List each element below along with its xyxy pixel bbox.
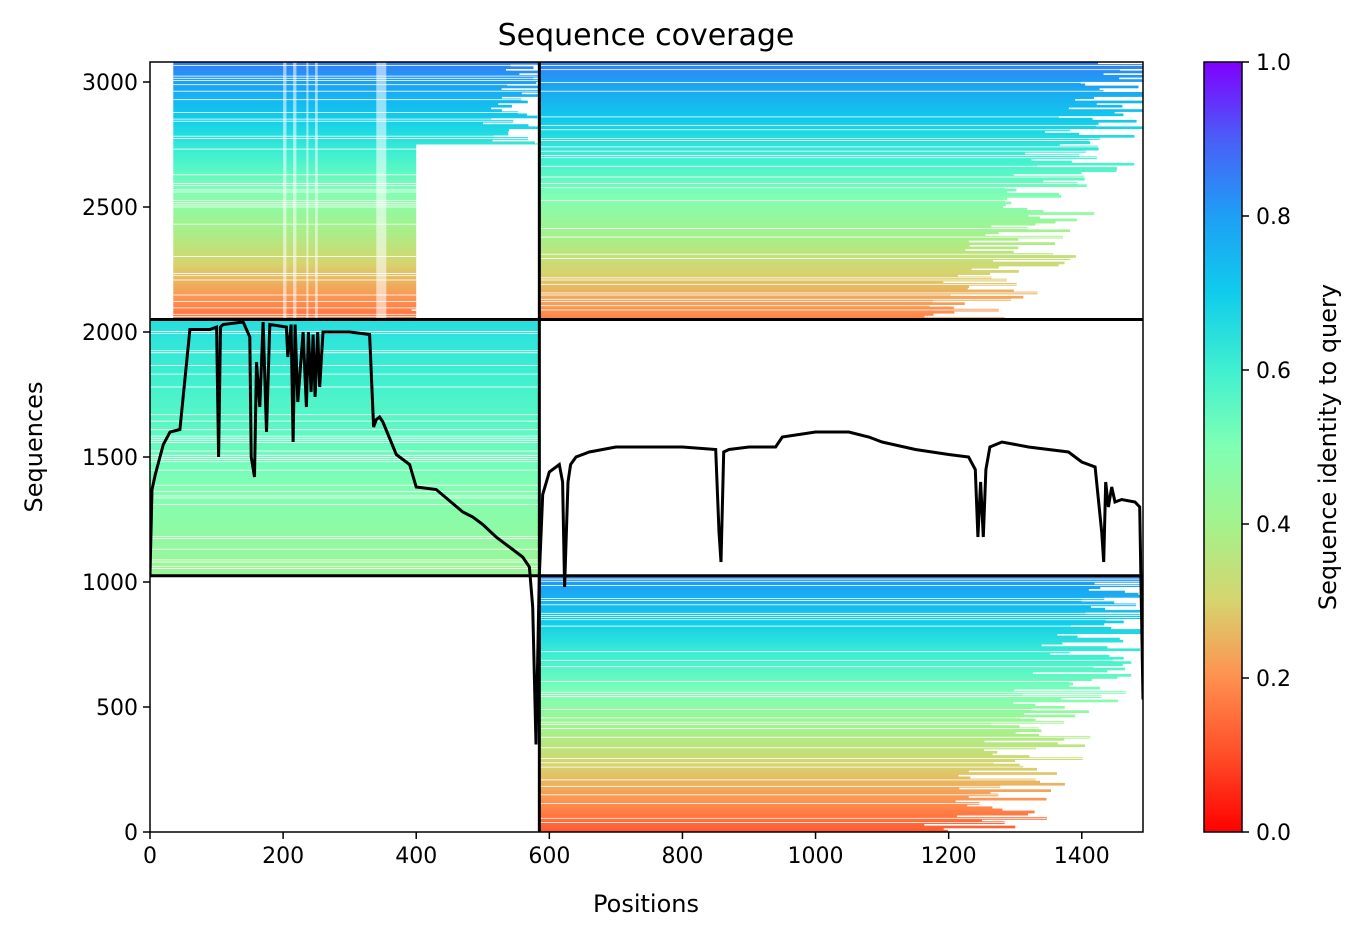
y-tick-label: 0	[124, 821, 138, 846]
coverage-gap	[416, 144, 540, 320]
y-tick-label: 3000	[82, 71, 138, 96]
coverage-gap	[306, 62, 309, 320]
y-axis-label: Sequences	[20, 382, 48, 513]
colorbar-tick-label: 0.4	[1256, 513, 1291, 538]
plot-area	[150, 62, 1143, 832]
x-axis: 0 200 400 600 800 1000 1200 1400	[143, 832, 1110, 869]
colorbar-label: Sequence identity to query	[1314, 284, 1342, 610]
coverage-gap	[376, 62, 387, 320]
y-tick-label: 2500	[82, 196, 138, 221]
y-axis: 0 500 1000 1500 2000 2500 3000	[82, 71, 150, 846]
colorbar-tick-label: 1.0	[1256, 51, 1291, 76]
y-tick-label: 1000	[82, 571, 138, 596]
x-tick-label: 1000	[788, 844, 844, 869]
coverage-block-top-left	[173, 62, 540, 321]
colorbar-tick-label: 0.6	[1256, 359, 1291, 384]
x-tick-label: 0	[143, 844, 157, 869]
x-tick-label: 400	[395, 844, 437, 869]
x-axis-label: Positions	[593, 890, 699, 918]
coverage-block-bottom-right	[539, 575, 1143, 832]
coverage-line	[150, 320, 1143, 745]
x-tick-label: 600	[528, 844, 570, 869]
coverage-gap	[315, 62, 318, 320]
plot-frame	[149, 61, 1144, 833]
y-tick-label: 500	[96, 696, 138, 721]
colorbar-gradient	[1203, 61, 1243, 833]
y-tick-label: 2000	[82, 321, 138, 346]
y-tick-label: 1500	[82, 446, 138, 471]
chart-title: Sequence coverage	[498, 18, 795, 53]
x-tick-label: 800	[661, 844, 703, 869]
x-tick-label: 1200	[921, 844, 977, 869]
colorbar-tick-label: 0.0	[1256, 821, 1291, 846]
coverage-block-top-right	[539, 62, 1143, 321]
coverage-gap	[283, 62, 287, 320]
colorbar: 0.0 0.2 0.4 0.6 0.8 1.0 Sequence identity to …	[1203, 51, 1342, 846]
coverage-gap	[293, 62, 297, 320]
x-tick-label: 200	[262, 844, 304, 869]
x-tick-label: 1400	[1054, 844, 1110, 869]
coverage-block-middle-left	[150, 319, 540, 577]
colorbar-tick-label: 0.2	[1256, 667, 1291, 692]
colorbar-tick-label: 0.8	[1256, 205, 1291, 230]
